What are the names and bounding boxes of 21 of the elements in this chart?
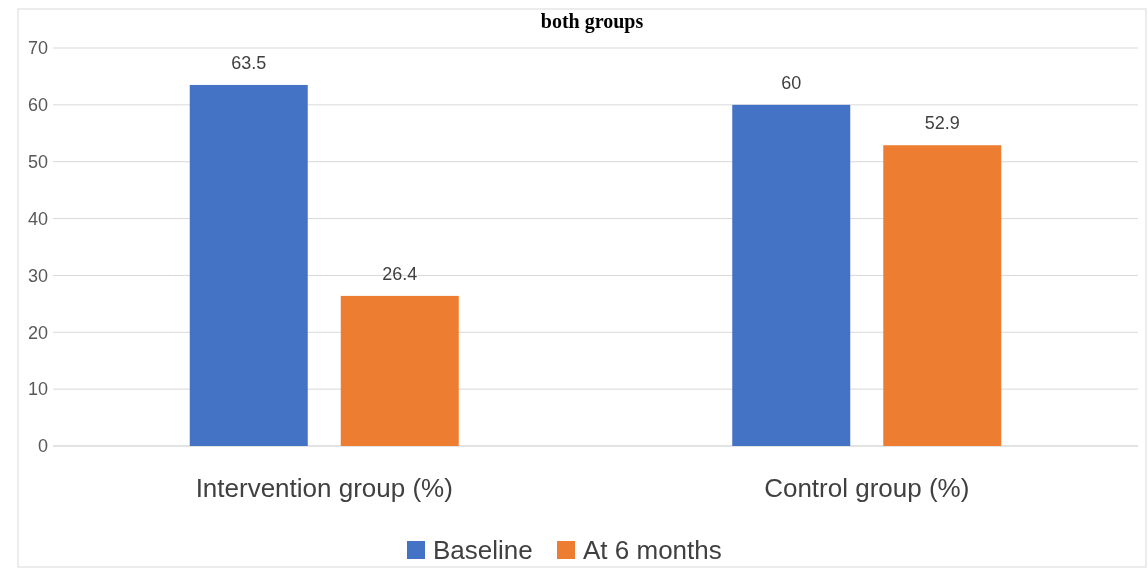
chart-title: both groups <box>540 10 644 33</box>
data-label: 60 <box>781 72 802 93</box>
data-label: 52.9 <box>924 113 960 134</box>
y-tick-label: 40 <box>27 208 48 229</box>
bar <box>732 104 851 446</box>
y-tick-label: 50 <box>27 152 48 173</box>
x-tick-label: Control group (%) <box>764 473 970 503</box>
data-label: 63.5 <box>231 52 267 73</box>
y-tick-label: 0 <box>37 436 48 457</box>
y-tick-label: 20 <box>27 322 48 343</box>
y-tick-label: 70 <box>27 38 48 59</box>
bar <box>340 295 459 446</box>
y-tick-label: 30 <box>27 265 48 286</box>
data-label: 26.4 <box>382 263 418 284</box>
legend-label: Baseline <box>433 535 533 566</box>
bar <box>883 145 1002 446</box>
bar <box>189 84 308 446</box>
x-tick-label: Intervention group (%) <box>195 473 453 503</box>
y-tick-label: 10 <box>27 379 48 400</box>
y-tick-label: 60 <box>27 95 48 116</box>
legend-label: At 6 months <box>583 535 722 566</box>
